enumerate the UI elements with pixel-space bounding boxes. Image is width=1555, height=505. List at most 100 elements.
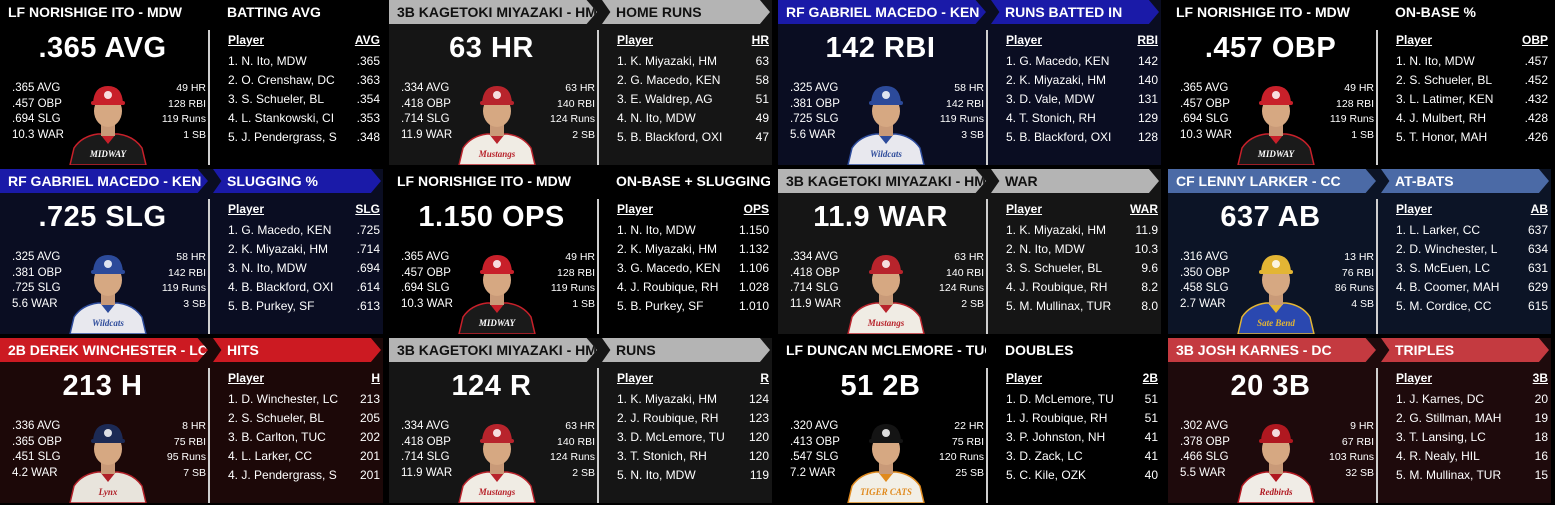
- leader-name[interactable]: 2. K. Miyazaki, HM: [228, 242, 329, 256]
- leader-row[interactable]: 3. E. Waldrep, AG 51: [617, 90, 769, 109]
- leader-name[interactable]: 4. J. Roubique, RH: [617, 280, 719, 294]
- leader-name[interactable]: 5. M. Mullinax, TUR: [1396, 468, 1502, 482]
- leader-row[interactable]: 2. S. Schueler, BL 205: [228, 409, 380, 428]
- leader-row[interactable]: 5. B. Blackford, OXI 47: [617, 128, 769, 147]
- leader-name[interactable]: 2. J. Roubique, RH: [617, 411, 719, 425]
- leader-row[interactable]: 1. D. Winchester, LC 213: [228, 390, 380, 409]
- leader-name[interactable]: 2. S. Schueler, BL: [1396, 73, 1493, 87]
- leader-card[interactable]: RF GABRIEL MACEDO - KEN SLUGGING % .725 SL…: [0, 169, 383, 334]
- leader-name[interactable]: 4. B. Coomer, MAH: [1396, 280, 1500, 294]
- leader-row[interactable]: 5. M. Cordice, CC 615: [1396, 297, 1548, 316]
- leader-row[interactable]: 3. D. McLemore, TU 120: [617, 428, 769, 447]
- leader-row[interactable]: 1. G. Macedo, KEN 142: [1006, 52, 1158, 71]
- leader-name[interactable]: 1. N. Ito, MDW: [1396, 54, 1475, 68]
- leader-name[interactable]: 1. G. Macedo, KEN: [228, 223, 332, 237]
- leader-row[interactable]: 4. J. Pendergrass, S 201: [228, 466, 380, 485]
- leader-name[interactable]: 3. P. Johnston, NH: [1006, 430, 1106, 444]
- leader-row[interactable]: 1. D. McLemore, TU 51: [1006, 390, 1158, 409]
- leader-name[interactable]: 4. L. Larker, CC: [228, 449, 313, 463]
- leader-name[interactable]: 1. L. Larker, CC: [1396, 223, 1481, 237]
- leader-name[interactable]: 4. N. Ito, MDW: [617, 111, 696, 125]
- leader-row[interactable]: 4. B. Blackford, OXI .614: [228, 278, 380, 297]
- leader-name[interactable]: 4. J. Pendergrass, S: [228, 468, 337, 482]
- leader-name[interactable]: 1. J. Karnes, DC: [1396, 392, 1485, 406]
- leader-name[interactable]: 3. T. Lansing, LC: [1396, 430, 1486, 444]
- leader-row[interactable]: 1. J. Karnes, DC 20: [1396, 390, 1548, 409]
- leader-name[interactable]: 1. K. Miyazaki, HM: [617, 392, 718, 406]
- leader-row[interactable]: 4. J. Roubique, RH 1.028: [617, 278, 769, 297]
- leader-name[interactable]: 2. N. Ito, MDW: [1006, 242, 1085, 256]
- leader-row[interactable]: 2. J. Roubique, RH 123: [617, 409, 769, 428]
- leader-row[interactable]: 4. T. Stonich, RH 129: [1006, 109, 1158, 128]
- leader-name[interactable]: 1. G. Macedo, KEN: [1006, 54, 1110, 68]
- leader-card[interactable]: 3B JOSH KARNES - DC TRIPLES 20 3B Redbirds.…: [1168, 338, 1551, 503]
- leader-row[interactable]: 1. L. Larker, CC 637: [1396, 221, 1548, 240]
- leader-name[interactable]: 5. B. Purkey, SF: [228, 299, 315, 313]
- leader-row[interactable]: 5. B. Purkey, SF 1.010: [617, 297, 769, 316]
- leader-row[interactable]: 1. K. Miyazaki, HM 11.9: [1006, 221, 1158, 240]
- leader-row[interactable]: 2. S. Schueler, BL .452: [1396, 71, 1548, 90]
- leader-row[interactable]: 3. D. Vale, MDW 131: [1006, 90, 1158, 109]
- leader-name[interactable]: 4. J. Mulbert, RH: [1396, 111, 1487, 125]
- leader-name[interactable]: 5. B. Blackford, OXI: [1006, 130, 1112, 144]
- leader-card[interactable]: LF DUNCAN MCLEMORE - TUC DOUBLES 51 2B TIGE…: [778, 338, 1161, 503]
- leader-row[interactable]: 4. R. Nealy, HIL 16: [1396, 447, 1548, 466]
- leader-card[interactable]: LF NORISHIGE ITO - MDW ON-BASE + SLUGGING…: [389, 169, 772, 334]
- leader-row[interactable]: 5. T. Honor, MAH .426: [1396, 128, 1548, 147]
- leader-name[interactable]: 3. D. McLemore, TU: [617, 430, 725, 444]
- leader-row[interactable]: 3. G. Macedo, KEN 1.106: [617, 259, 769, 278]
- leader-row[interactable]: 3. N. Ito, MDW .694: [228, 259, 380, 278]
- leader-name[interactable]: 5. B. Blackford, OXI: [617, 130, 723, 144]
- leader-card[interactable]: 3B KAGETOKI MIYAZAKI - HM RUNS 124 R Mustan…: [389, 338, 772, 503]
- leader-name[interactable]: 5. M. Mullinax, TUR: [1006, 299, 1112, 313]
- leader-row[interactable]: 2. G. Stillman, MAH 19: [1396, 409, 1548, 428]
- leader-row[interactable]: 1. K. Miyazaki, HM 63: [617, 52, 769, 71]
- leader-name[interactable]: 2. G. Stillman, MAH: [1396, 411, 1502, 425]
- leader-row[interactable]: 4. N. Ito, MDW 49: [617, 109, 769, 128]
- leader-row[interactable]: 3. P. Johnston, NH 41: [1006, 428, 1158, 447]
- leader-card[interactable]: LF NORISHIGE ITO - MDW BATTING AVG .365 AV…: [0, 0, 383, 165]
- leader-name[interactable]: 1. D. McLemore, TU: [1006, 392, 1114, 406]
- leader-name[interactable]: 3. T. Stonich, RH: [617, 449, 707, 463]
- leader-name[interactable]: 4. L. Stankowski, CI: [228, 111, 335, 125]
- leader-row[interactable]: 2. K. Miyazaki, HM 1.132: [617, 240, 769, 259]
- leader-name[interactable]: 2. O. Crenshaw, DC: [228, 73, 335, 87]
- leader-row[interactable]: 3. S. Schueler, BL .354: [228, 90, 380, 109]
- leader-row[interactable]: 3. D. Zack, LC 41: [1006, 447, 1158, 466]
- leader-name[interactable]: 1. D. Winchester, LC: [228, 392, 339, 406]
- leader-name[interactable]: 5. J. Pendergrass, S: [228, 130, 337, 144]
- leader-name[interactable]: 2. K. Miyazaki, HM: [1006, 73, 1107, 87]
- leader-row[interactable]: 5. M. Mullinax, TUR 8.0: [1006, 297, 1158, 316]
- leader-row[interactable]: 4. J. Mulbert, RH .428: [1396, 109, 1548, 128]
- leader-row[interactable]: 4. J. Roubique, RH 8.2: [1006, 278, 1158, 297]
- leader-name[interactable]: 1. J. Roubique, RH: [1006, 411, 1108, 425]
- leader-name[interactable]: 5. B. Purkey, SF: [617, 299, 704, 313]
- leader-name[interactable]: 1. N. Ito, MDW: [228, 54, 307, 68]
- leader-row[interactable]: 1. J. Roubique, RH 51: [1006, 409, 1158, 428]
- leader-name[interactable]: 4. J. Roubique, RH: [1006, 280, 1108, 294]
- leader-row[interactable]: 3. L. Latimer, KEN .432: [1396, 90, 1548, 109]
- leader-name[interactable]: 4. R. Nealy, HIL: [1396, 449, 1480, 463]
- leader-name[interactable]: 3. D. Vale, MDW: [1006, 92, 1095, 106]
- leader-row[interactable]: 2. K. Miyazaki, HM .714: [228, 240, 380, 259]
- leader-name[interactable]: 3. S. McEuen, LC: [1396, 261, 1491, 275]
- leader-name[interactable]: 3. G. Macedo, KEN: [617, 261, 721, 275]
- leader-row[interactable]: 4. L. Stankowski, CI .353: [228, 109, 380, 128]
- leader-name[interactable]: 3. S. Schueler, BL: [228, 92, 325, 106]
- leader-card[interactable]: 2B DEREK WINCHESTER - LC HITS 213 H Lynx .33…: [0, 338, 383, 503]
- leader-name[interactable]: 5. N. Ito, MDW: [617, 468, 696, 482]
- leader-card[interactable]: RF GABRIEL MACEDO - KEN RUNS BATTED IN 142…: [778, 0, 1161, 165]
- leader-row[interactable]: 5. M. Mullinax, TUR 15: [1396, 466, 1548, 485]
- leader-name[interactable]: 5. C. Kile, OZK: [1006, 468, 1087, 482]
- leader-row[interactable]: 3. B. Carlton, TUC 202: [228, 428, 380, 447]
- leader-row[interactable]: 5. C. Kile, OZK 40: [1006, 466, 1158, 485]
- leader-name[interactable]: 3. E. Waldrep, AG: [617, 92, 713, 106]
- leader-name[interactable]: 3. D. Zack, LC: [1006, 449, 1083, 463]
- leader-row[interactable]: 4. L. Larker, CC 201: [228, 447, 380, 466]
- leader-name[interactable]: 1. K. Miyazaki, HM: [617, 54, 718, 68]
- leader-name[interactable]: 5. M. Cordice, CC: [1396, 299, 1492, 313]
- leader-name[interactable]: 1. N. Ito, MDW: [617, 223, 696, 237]
- leader-row[interactable]: 1. K. Miyazaki, HM 124: [617, 390, 769, 409]
- leader-row[interactable]: 5. J. Pendergrass, S .348: [228, 128, 380, 147]
- leader-name[interactable]: 1. K. Miyazaki, HM: [1006, 223, 1107, 237]
